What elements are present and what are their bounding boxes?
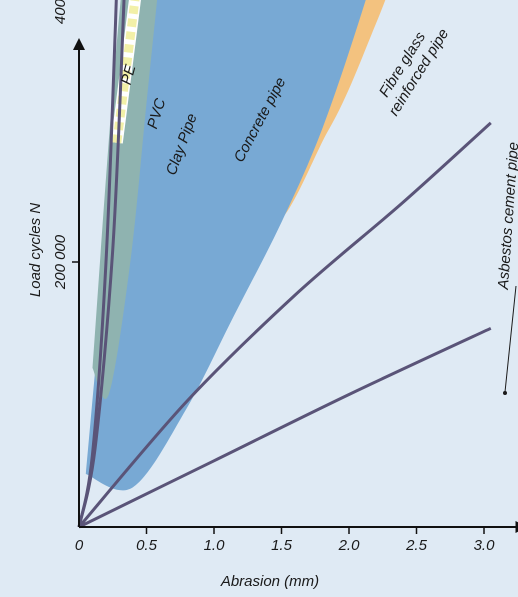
plot-layer bbox=[77, 0, 492, 529]
concrete-pipe-area bbox=[85, 0, 366, 491]
x-tick-label: 0.5 bbox=[136, 537, 158, 554]
x-tick-label: 1.5 bbox=[271, 537, 293, 554]
x-tick-label: 0 bbox=[75, 537, 84, 554]
asbestos-leader-line bbox=[504, 285, 517, 393]
x-tick-label: 3.0 bbox=[474, 537, 496, 554]
asbestos-leader-dot bbox=[503, 391, 507, 395]
x-axis-arrow bbox=[515, 521, 518, 533]
pe-curve-2 bbox=[77, 0, 126, 528]
asbestos-cement-curve-1 bbox=[77, 121, 492, 528]
pe-label: PE bbox=[118, 62, 140, 87]
pe-curve-1 bbox=[77, 0, 118, 528]
x-axis-title: Abrasion (mm) bbox=[220, 573, 319, 590]
asbestos-cement-curve-2 bbox=[78, 326, 492, 529]
y-tick-label: 200 000 bbox=[52, 234, 69, 290]
y-axis-title: Load cycles N bbox=[27, 203, 44, 297]
x-tick-label: 2.5 bbox=[405, 537, 428, 554]
y-axis-arrow bbox=[73, 38, 85, 50]
x-tick-label: 2.0 bbox=[338, 537, 361, 554]
x-tick-label: 1.0 bbox=[204, 537, 226, 554]
clay-pipe-dashed-band bbox=[112, 0, 140, 144]
y-tick-label: 400 000 bbox=[52, 0, 69, 24]
